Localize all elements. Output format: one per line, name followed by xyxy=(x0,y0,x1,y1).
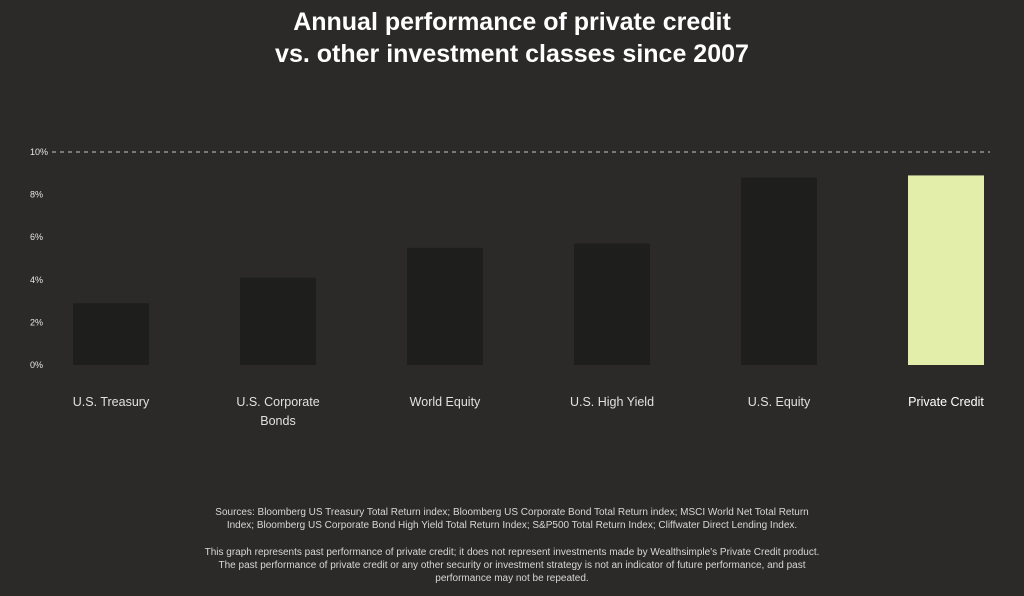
sources-note: Sources: Bloomberg US Treasury Total Ret… xyxy=(180,506,844,532)
sources-line-2: Index; Bloomberg US Corporate Bond High … xyxy=(226,520,798,531)
bar-world-equity xyxy=(407,247,483,365)
chart-title: Annual performance of private credit vs.… xyxy=(0,6,1024,70)
bar-u-s-treasury xyxy=(73,303,149,365)
category-label: U.S. Equity xyxy=(748,395,811,409)
bar-private-credit xyxy=(908,175,984,365)
category-label: Private Credit xyxy=(908,395,984,409)
sources-line-1: Sources: Bloomberg US Treasury Total Ret… xyxy=(215,507,809,518)
category-label: U.S. Corporate xyxy=(236,395,319,409)
bar-u-s-equity xyxy=(741,177,817,365)
y-tick-label: 10% xyxy=(30,147,48,157)
bar-u-s-corporate-bonds xyxy=(240,277,316,365)
disclaimer-note: This graph represents past performance o… xyxy=(180,546,844,585)
category-label: U.S. Treasury xyxy=(73,395,150,409)
bar-u-s-high-yield xyxy=(574,243,650,365)
chart-title-line-2: vs. other investment classes since 2007 xyxy=(275,40,749,68)
disclaimer-line-3: performance may not be repeated. xyxy=(435,573,589,584)
y-tick-label: 4% xyxy=(30,275,43,285)
y-tick-label: 6% xyxy=(30,232,43,242)
category-label: Bonds xyxy=(260,414,295,428)
y-tick-label: 0% xyxy=(30,360,43,370)
category-label: World Equity xyxy=(410,395,481,409)
disclaimer-line-2: The past performance of private credit o… xyxy=(218,560,806,571)
y-tick-label: 8% xyxy=(30,190,43,200)
disclaimer-line-1: This graph represents past performance o… xyxy=(204,547,820,558)
y-tick-label: 2% xyxy=(30,317,43,327)
category-label: U.S. High Yield xyxy=(570,395,654,409)
chart-title-line-1: Annual performance of private credit xyxy=(293,8,731,36)
